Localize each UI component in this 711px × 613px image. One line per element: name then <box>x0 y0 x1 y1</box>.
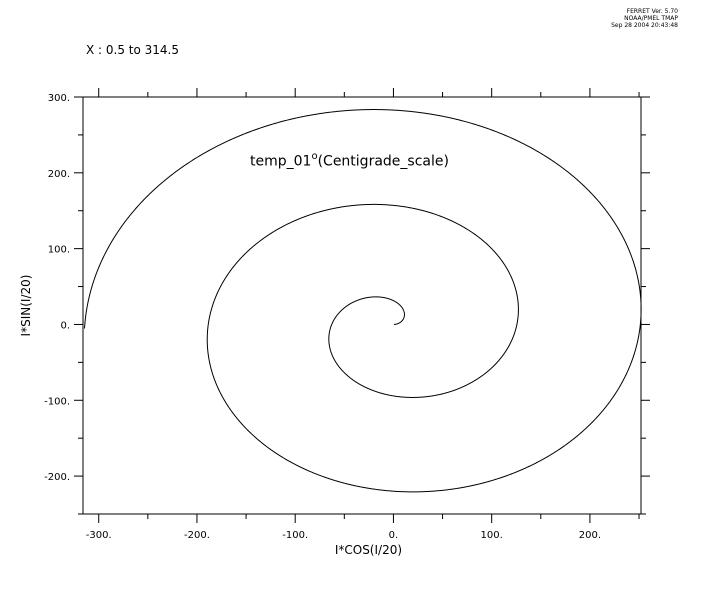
axis-ticks <box>74 88 650 523</box>
y-tick-label: -100. <box>44 396 70 407</box>
x-axis-label: I*COS(I/20) <box>335 543 402 557</box>
x-tick-label: -200. <box>184 530 210 541</box>
y-tick-label: 0. <box>60 320 70 331</box>
x-tick-label: 200. <box>579 530 601 541</box>
ferret-header: FERRET Ver. 5.70 NOAA/PMEL TMAP Sep 28 2… <box>611 8 678 29</box>
y-axis-label: I*SIN(I/20) <box>19 275 33 337</box>
degree-symbol: o <box>311 151 318 162</box>
header-org: NOAA/PMEL TMAP <box>624 15 678 22</box>
header-timestamp: Sep 28 2004 20:43:48 <box>611 22 678 29</box>
y-tick-label: -200. <box>44 472 70 483</box>
plot-title-main: temp_01 <box>250 153 312 170</box>
x-tick-label: 100. <box>481 530 503 541</box>
plot-frame <box>82 96 642 515</box>
x-tick-label: -100. <box>282 530 308 541</box>
x-tick-label: -300. <box>86 530 112 541</box>
tick-labels: -300. -200. -100. 0. 100. 200. -200. -100. 0. 100… <box>44 93 601 541</box>
header-version: FERRET Ver. 5.70 <box>626 8 678 15</box>
plot-title-rest: (Centigrade_scale) <box>317 153 449 170</box>
plot-title: temp_01o(Centigrade_scale) <box>250 151 449 170</box>
y-tick-label: 100. <box>48 245 70 256</box>
y-tick-label: 300. <box>48 93 70 104</box>
spiral-series-line <box>84 109 642 493</box>
x-tick-label: 0. <box>389 530 399 541</box>
x-range-label: X : 0.5 to 314.5 <box>86 43 180 57</box>
y-tick-label: 200. <box>48 169 70 180</box>
